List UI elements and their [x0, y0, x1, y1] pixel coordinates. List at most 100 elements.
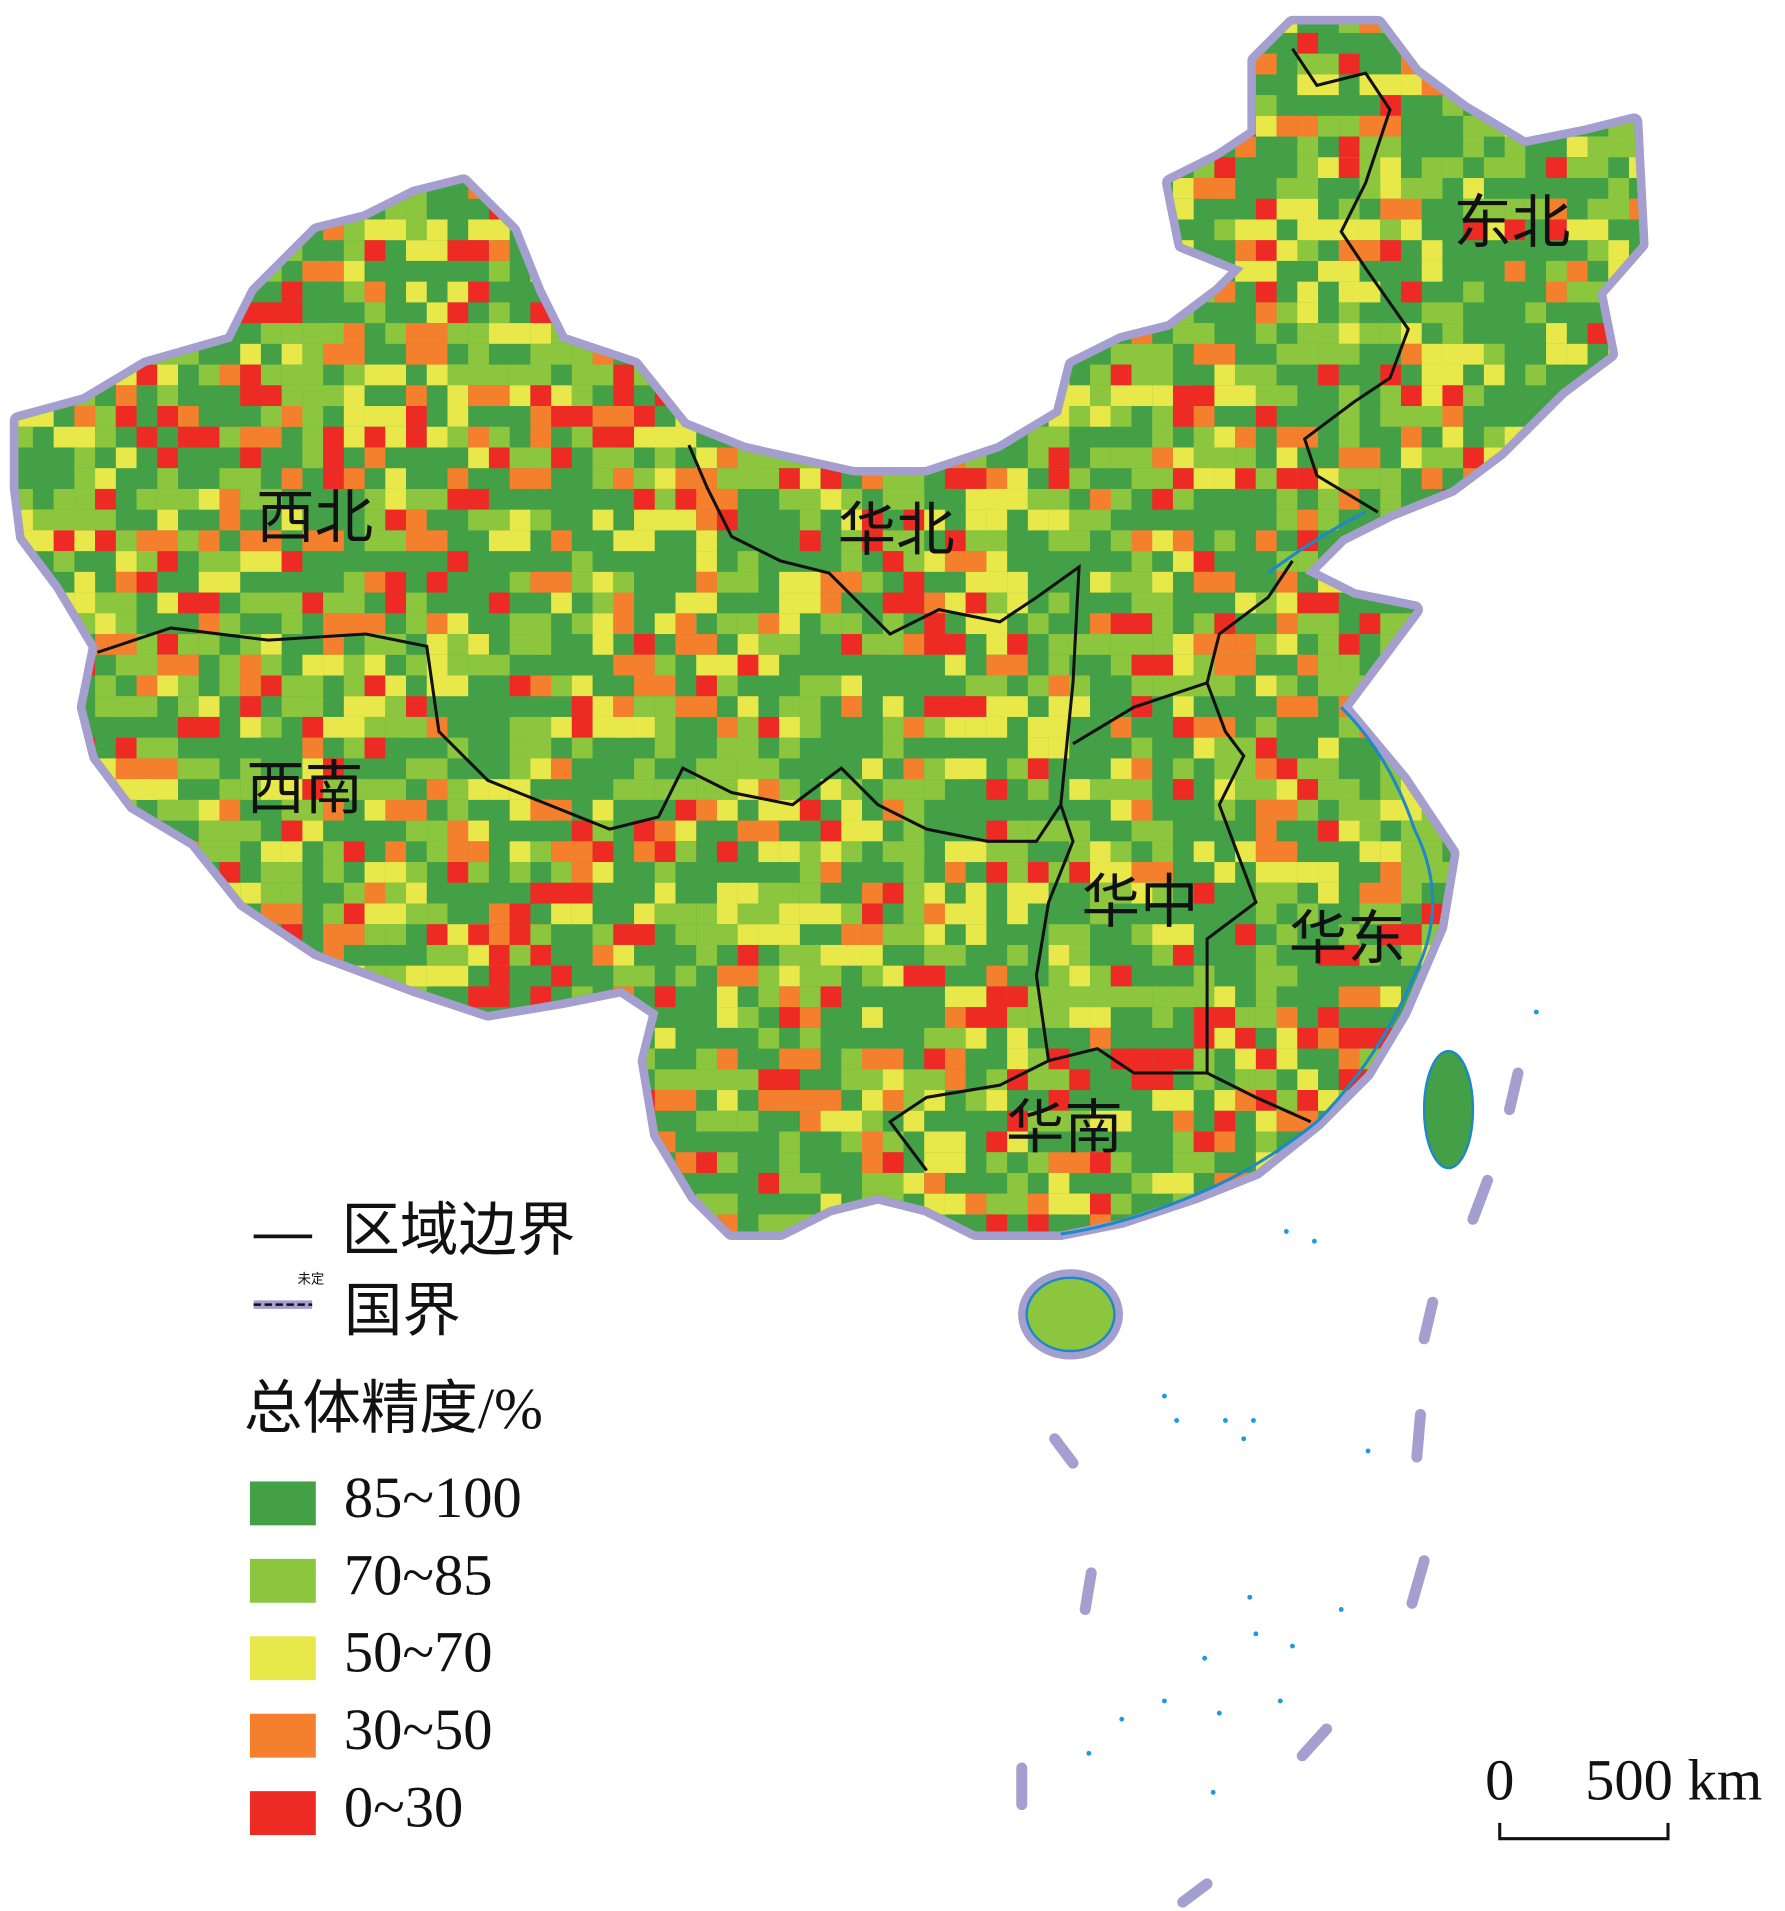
land-cell	[240, 882, 261, 904]
land-cell	[32, 364, 54, 386]
land-cell	[1546, 551, 1588, 572]
land-cell	[468, 219, 510, 241]
land-cell	[53, 32, 75, 54]
land-cell	[385, 1152, 407, 1173]
land-cell	[53, 488, 75, 510]
land-cell	[95, 820, 137, 842]
land-cell	[219, 260, 261, 282]
land-cell	[758, 779, 780, 800]
land-cell	[447, 426, 469, 448]
land-cell	[157, 1027, 179, 1049]
land-cell	[468, 32, 489, 54]
land-cell	[1650, 986, 1691, 1007]
land-cell	[696, 571, 717, 593]
land-cell	[198, 571, 241, 593]
land-cell	[32, 862, 75, 883]
land-cell	[1193, 343, 1236, 365]
land-cell	[654, 343, 697, 365]
land-cell	[799, 468, 821, 489]
land-cell	[281, 115, 303, 137]
land-cell	[364, 986, 386, 1008]
land-cell	[1276, 1007, 1298, 1028]
land-cell	[551, 1048, 593, 1070]
land-cell	[654, 903, 697, 925]
land-cell	[1380, 986, 1401, 1008]
land-cell	[592, 862, 614, 883]
land-cell	[1608, 634, 1629, 655]
land-cell	[654, 986, 676, 1008]
land-cell	[1276, 115, 1298, 137]
land-cell	[799, 1027, 821, 1049]
land-cell	[364, 219, 407, 241]
land-cell	[53, 737, 75, 759]
land-cell	[198, 240, 220, 261]
land-cell	[1628, 74, 1640, 96]
land-cell	[488, 136, 510, 158]
land-cell	[675, 385, 717, 407]
land-cell	[1214, 364, 1236, 386]
land-cell	[882, 1152, 904, 1173]
land-cell	[1546, 1110, 1567, 1132]
land-cell	[281, 1090, 303, 1111]
land-cell	[343, 571, 365, 593]
land-cell	[385, 1110, 427, 1132]
land-cell	[696, 944, 717, 966]
land-cell	[1090, 32, 1111, 54]
land-cell	[240, 1152, 261, 1173]
land-cell	[1048, 1152, 1070, 1173]
land-cell	[696, 364, 717, 386]
land-cell	[1650, 468, 1671, 489]
land-cell	[1027, 675, 1049, 697]
land-cell	[260, 1090, 282, 1111]
land-cell	[32, 1048, 54, 1070]
land-cell	[157, 654, 199, 676]
land-cell	[488, 965, 510, 987]
land-cell	[613, 1152, 635, 1173]
land-cell	[1546, 965, 1588, 987]
land-cell	[18, 302, 33, 324]
land-cell	[343, 696, 386, 717]
land-cell	[1069, 178, 1091, 199]
land-cell	[1359, 820, 1381, 842]
land-cell	[571, 115, 593, 137]
land-cell	[385, 675, 407, 697]
land-cell	[1007, 343, 1028, 365]
land-cell	[240, 426, 282, 448]
land-cell	[1380, 716, 1422, 738]
land-cell	[406, 74, 448, 96]
land-cell	[654, 24, 697, 33]
land-cell	[1297, 136, 1319, 158]
land-cell	[737, 260, 780, 282]
land-cell	[178, 1235, 199, 1256]
land-cell	[820, 986, 842, 1008]
land-cell	[862, 115, 904, 137]
land-cell	[1255, 95, 1277, 116]
land-cell	[903, 385, 945, 407]
land-cell	[1007, 986, 1028, 1008]
land-cell	[903, 1069, 945, 1091]
land-cell	[737, 302, 780, 324]
region-boundary	[97, 444, 1081, 843]
land-cell	[385, 799, 427, 821]
land-cell	[716, 903, 738, 925]
land-cell	[1608, 406, 1629, 427]
land-cell	[1255, 323, 1277, 344]
land-cell	[281, 675, 324, 697]
land-cell	[178, 32, 199, 54]
land-cell	[1463, 198, 1505, 220]
land-cell	[1587, 240, 1609, 261]
land-cell	[1048, 1110, 1091, 1132]
land-cell	[406, 592, 427, 614]
land-cell	[95, 240, 137, 261]
region-boundaries	[97, 47, 1411, 1172]
land-cell	[944, 1193, 966, 1215]
land-cell	[675, 426, 697, 448]
land-cell	[95, 53, 116, 75]
land-cell	[903, 592, 925, 614]
land-cell	[841, 343, 863, 365]
land-cell	[882, 53, 904, 75]
land-cell	[799, 841, 821, 863]
land-cell	[178, 157, 199, 179]
land-cell	[488, 364, 510, 386]
land-cell	[115, 1007, 158, 1028]
